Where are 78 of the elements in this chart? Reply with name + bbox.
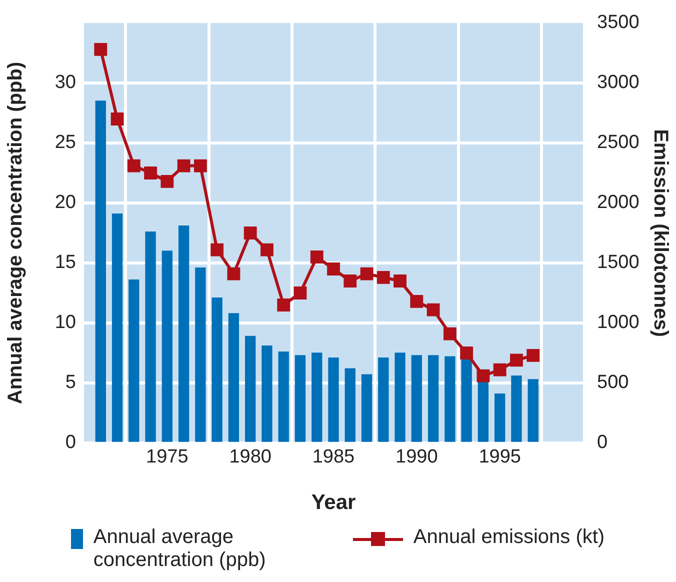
bar xyxy=(262,345,272,442)
point xyxy=(160,174,174,188)
x-tick-label: 1980 xyxy=(229,446,272,468)
y2-tick-label: 3500 xyxy=(597,12,640,34)
bar xyxy=(128,279,140,442)
bar xyxy=(278,351,289,442)
bar xyxy=(411,355,422,442)
bar xyxy=(294,355,306,442)
bar xyxy=(444,356,456,442)
bar xyxy=(428,355,439,442)
bar xyxy=(162,250,172,442)
point xyxy=(210,243,224,256)
y2-tick-label: 1500 xyxy=(597,252,640,274)
bar xyxy=(245,336,256,442)
point xyxy=(460,346,474,360)
x-tick-label: 1975 xyxy=(146,446,188,468)
legend-label: Annual average concentration (ppb) xyxy=(93,526,267,572)
bar xyxy=(145,231,156,442)
point xyxy=(227,267,240,280)
y2-axis-title: Emission (kilotonnes) xyxy=(649,129,672,337)
point xyxy=(244,226,257,240)
bar xyxy=(361,374,372,442)
bar xyxy=(378,357,389,442)
bar xyxy=(212,297,222,442)
bar xyxy=(511,375,522,442)
bar xyxy=(228,313,240,442)
point xyxy=(394,274,406,288)
point xyxy=(277,298,290,312)
point xyxy=(110,112,124,126)
y-tick-label: 15 xyxy=(54,252,76,274)
x-tick-label: 1990 xyxy=(396,446,438,468)
point xyxy=(127,159,140,172)
point xyxy=(493,363,506,376)
point xyxy=(194,159,207,172)
bar xyxy=(344,368,356,442)
point xyxy=(144,166,157,180)
legend-label: Annual emissions (kt) xyxy=(413,526,605,549)
bar xyxy=(95,100,106,442)
bar xyxy=(394,352,406,442)
point xyxy=(526,348,540,362)
point xyxy=(94,42,108,56)
y2-tick-label: 1000 xyxy=(597,312,640,334)
y-tick-label: 30 xyxy=(54,72,76,94)
x-axis-title: Year xyxy=(311,491,356,514)
bar xyxy=(178,225,190,442)
point xyxy=(344,274,357,288)
point xyxy=(426,303,440,316)
point xyxy=(360,267,374,280)
bar xyxy=(312,352,322,442)
y-tick-label: 5 xyxy=(65,372,76,394)
y-tick-label: 25 xyxy=(54,132,76,154)
bar xyxy=(328,357,339,442)
y-tick-label: 10 xyxy=(54,312,76,334)
y2-tick-label: 2000 xyxy=(597,192,640,214)
point xyxy=(327,262,340,276)
bar xyxy=(195,267,206,442)
bar xyxy=(478,380,489,442)
point xyxy=(443,327,456,340)
y2-tick-label: 500 xyxy=(597,372,629,394)
point xyxy=(260,243,274,256)
y-axis-title: Annual average concentration (ppb) xyxy=(4,62,27,404)
y2-tick-label: 3000 xyxy=(597,72,640,94)
point xyxy=(310,250,324,264)
point xyxy=(177,159,190,172)
point xyxy=(476,369,490,382)
y-tick-label: 0 xyxy=(65,432,76,454)
point xyxy=(510,354,523,367)
bar xyxy=(494,393,506,442)
bar xyxy=(528,379,538,442)
point xyxy=(410,294,424,308)
point xyxy=(376,270,390,284)
x-tick-label: 1985 xyxy=(312,446,355,468)
x-tick-label: 1995 xyxy=(478,446,521,468)
y2-tick-label: 2500 xyxy=(597,132,640,154)
bar xyxy=(112,213,123,442)
point xyxy=(294,286,307,300)
y2-tick-label: 0 xyxy=(597,432,608,454)
y-tick-label: 20 xyxy=(54,192,76,214)
